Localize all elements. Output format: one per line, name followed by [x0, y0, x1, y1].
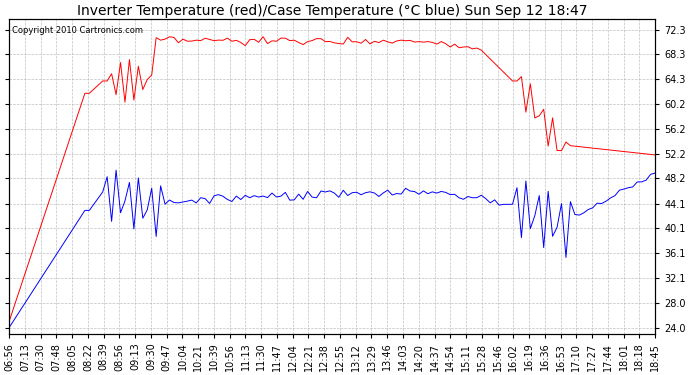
Text: Copyright 2010 Cartronics.com: Copyright 2010 Cartronics.com	[12, 26, 144, 34]
Title: Inverter Temperature (red)/Case Temperature (°C blue) Sun Sep 12 18:47: Inverter Temperature (red)/Case Temperat…	[77, 4, 587, 18]
